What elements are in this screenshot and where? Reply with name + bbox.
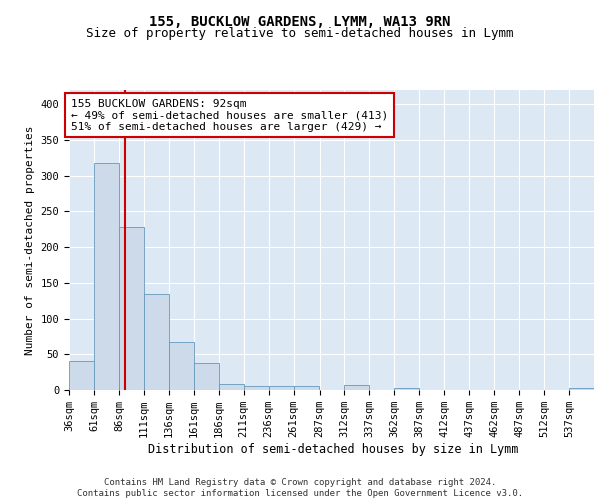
Bar — [194, 363, 219, 390]
Y-axis label: Number of semi-detached properties: Number of semi-detached properties — [25, 125, 35, 355]
Bar — [293, 386, 319, 390]
Bar — [144, 294, 169, 390]
Text: 155, BUCKLOW GARDENS, LYMM, WA13 9RN: 155, BUCKLOW GARDENS, LYMM, WA13 9RN — [149, 15, 451, 29]
Bar — [394, 388, 419, 390]
Bar — [69, 362, 94, 390]
Bar — [244, 386, 269, 390]
Bar — [119, 227, 144, 390]
Bar — [169, 342, 194, 390]
Text: Size of property relative to semi-detached houses in Lymm: Size of property relative to semi-detach… — [86, 28, 514, 40]
Bar — [269, 386, 293, 390]
Bar — [94, 163, 119, 390]
Text: 155 BUCKLOW GARDENS: 92sqm
← 49% of semi-detached houses are smaller (413)
51% o: 155 BUCKLOW GARDENS: 92sqm ← 49% of semi… — [71, 98, 388, 132]
Bar — [569, 388, 594, 390]
Text: Distribution of semi-detached houses by size in Lymm: Distribution of semi-detached houses by … — [148, 442, 518, 456]
Text: Contains HM Land Registry data © Crown copyright and database right 2024.
Contai: Contains HM Land Registry data © Crown c… — [77, 478, 523, 498]
Bar — [219, 384, 244, 390]
Bar — [344, 385, 370, 390]
